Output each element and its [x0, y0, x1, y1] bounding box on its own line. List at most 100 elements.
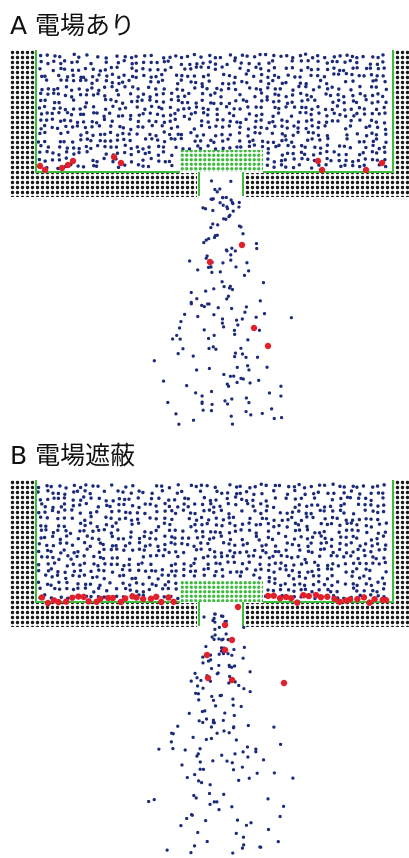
particle [292, 124, 295, 127]
particle [253, 549, 256, 552]
falling-particle [237, 684, 240, 687]
particle [234, 503, 237, 506]
particle [46, 516, 49, 519]
particle [168, 529, 171, 532]
particle [384, 561, 387, 564]
particle [79, 93, 82, 96]
particle [215, 523, 218, 526]
particle [65, 541, 68, 544]
wall [394, 50, 409, 197]
particle [377, 532, 380, 535]
particle [306, 139, 309, 142]
particle [111, 81, 114, 84]
particle [63, 493, 66, 496]
particle [273, 125, 276, 128]
particle [320, 534, 323, 537]
particle [105, 589, 108, 592]
particle [375, 590, 378, 593]
particle [173, 542, 176, 545]
falling-particle [225, 196, 228, 199]
falling-particle [174, 412, 177, 415]
falling-particle [197, 698, 200, 701]
particle [323, 537, 326, 540]
particle [364, 157, 367, 160]
particle [376, 518, 379, 521]
particle [122, 126, 125, 129]
particle [271, 79, 274, 82]
particle [117, 509, 120, 512]
particle [338, 69, 341, 72]
particle [59, 67, 62, 70]
particle [326, 134, 329, 137]
particle [355, 567, 358, 570]
particle [371, 112, 374, 115]
particle [136, 95, 139, 98]
charged-particle [55, 599, 61, 605]
particle [183, 497, 186, 500]
falling-particle [210, 271, 213, 274]
falling-particle [230, 805, 233, 808]
falling-particle [249, 413, 252, 416]
particle [371, 561, 374, 564]
particle [208, 54, 211, 57]
particle [82, 76, 85, 79]
particle [290, 114, 293, 117]
particle [241, 562, 244, 565]
particle [57, 101, 60, 104]
particle [365, 582, 368, 585]
particle [201, 535, 204, 538]
particle [105, 61, 108, 64]
particle [163, 60, 166, 63]
particle [168, 133, 171, 136]
particle [384, 141, 387, 144]
particle [343, 108, 346, 111]
particle [53, 561, 56, 564]
falling-particle [272, 725, 275, 728]
particle [124, 517, 127, 520]
particle [304, 512, 307, 515]
particle [194, 557, 197, 560]
particle [253, 125, 256, 128]
particle [66, 131, 69, 134]
particle [247, 62, 250, 65]
particle [131, 504, 134, 507]
particle [310, 108, 313, 111]
particle [104, 56, 107, 59]
particle [284, 564, 287, 567]
charged-particle [65, 162, 71, 168]
charged-particle [277, 595, 283, 601]
particle [280, 118, 283, 121]
particle [298, 582, 301, 585]
particle [344, 582, 347, 585]
particle [174, 587, 177, 590]
charged-particle [235, 604, 241, 610]
falling-particle [205, 717, 208, 720]
particle [274, 544, 277, 547]
particle [280, 139, 283, 142]
particle [170, 535, 173, 538]
particle [209, 502, 212, 505]
particle [117, 166, 120, 169]
particle [104, 499, 107, 502]
particle [378, 147, 381, 150]
particle [57, 510, 60, 513]
particle [89, 582, 92, 585]
particle [226, 497, 229, 500]
particle [376, 158, 379, 161]
particle [281, 519, 284, 522]
particle [212, 102, 215, 105]
particle [169, 113, 172, 116]
particle [109, 98, 112, 101]
falling-particle [248, 670, 251, 673]
particle [284, 548, 287, 551]
particle [273, 74, 276, 77]
particle [337, 87, 340, 90]
particle [265, 504, 268, 507]
particle [284, 165, 287, 168]
particle [291, 152, 294, 155]
particle [349, 146, 352, 149]
charged-particle [153, 594, 159, 600]
particle [130, 519, 133, 522]
particle [362, 484, 365, 487]
particle [317, 134, 320, 137]
